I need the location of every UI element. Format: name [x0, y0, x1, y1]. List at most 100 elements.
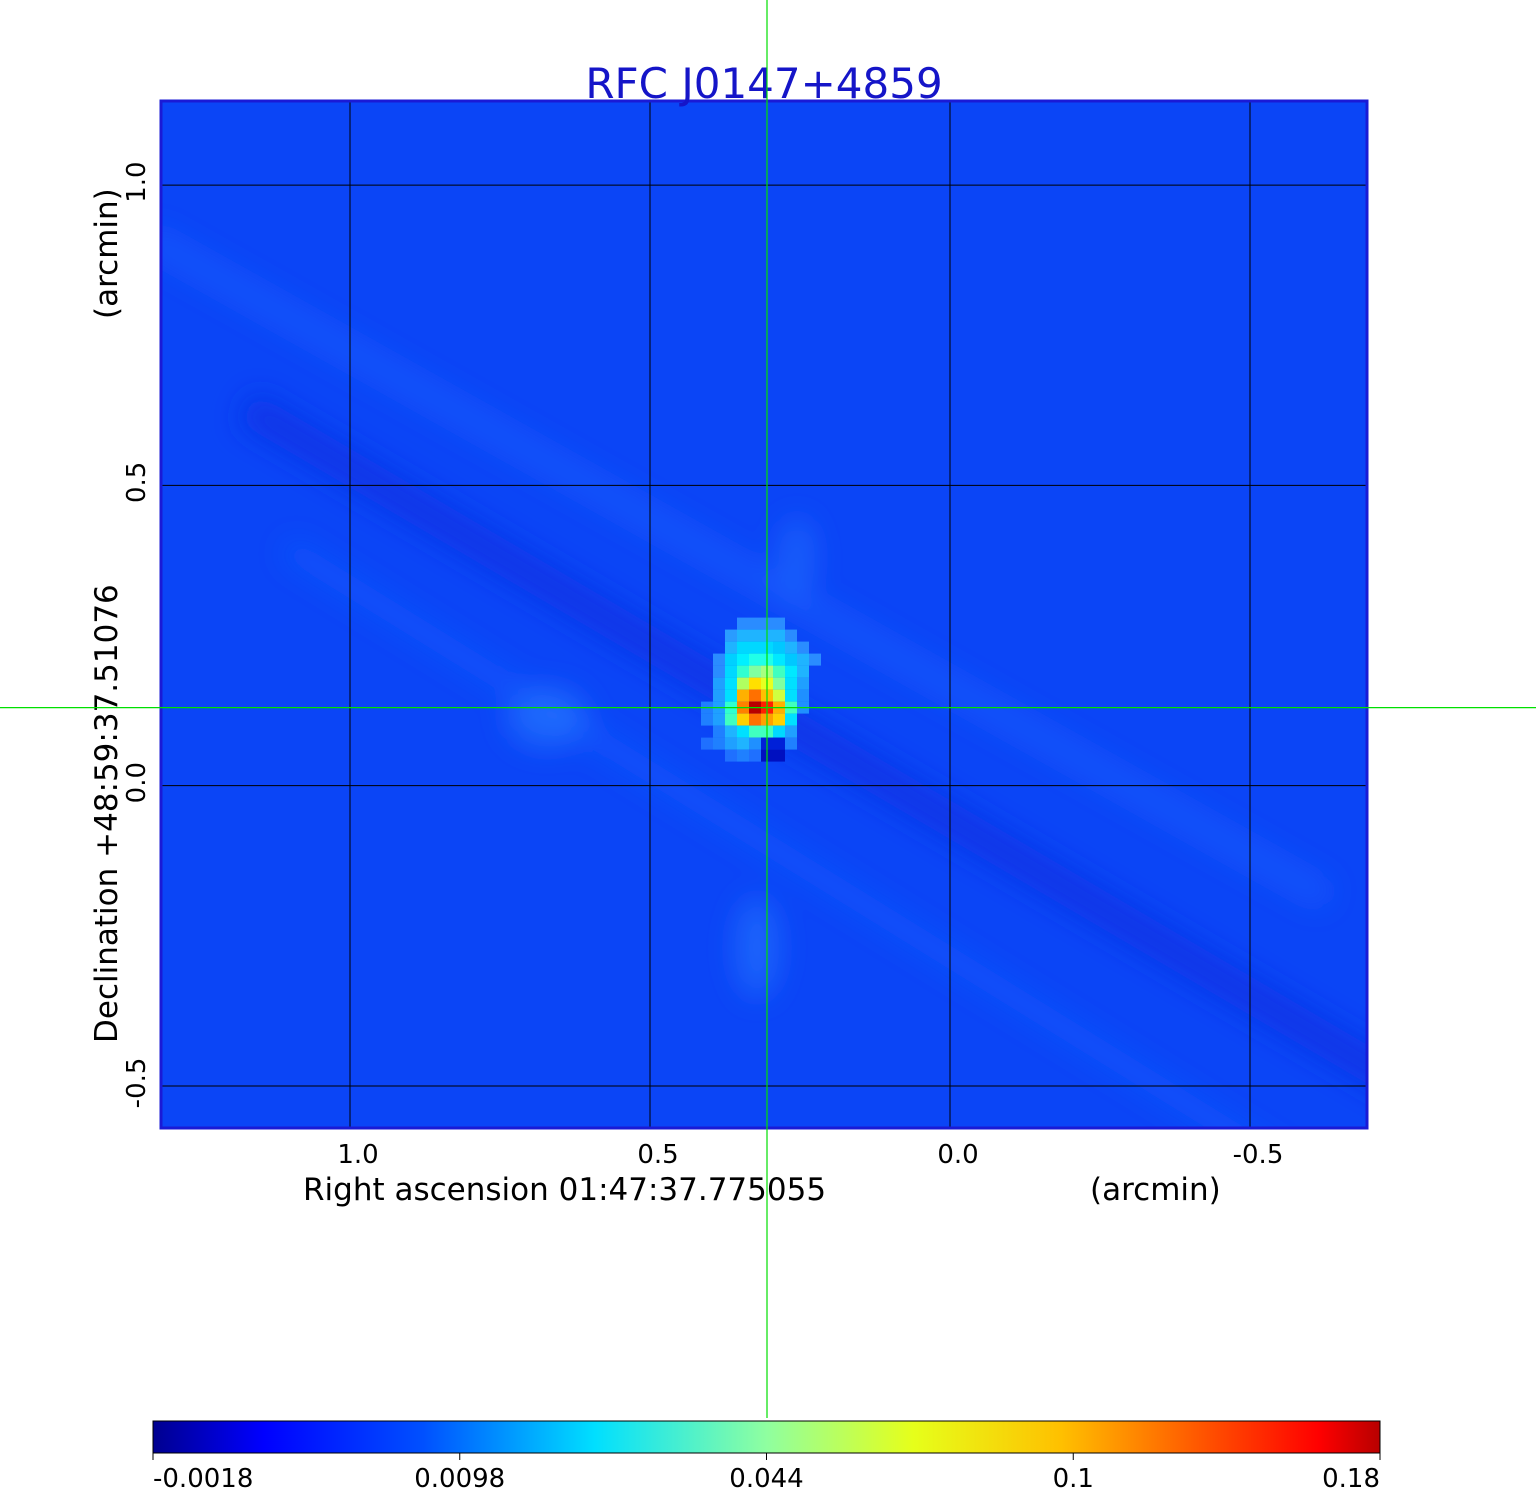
source-pixel [725, 689, 737, 702]
source-pixel [785, 665, 797, 678]
source-pixel [809, 653, 821, 666]
source-pixel [797, 677, 809, 690]
source-pixel [773, 617, 785, 630]
source-pixel [713, 725, 725, 738]
x-axis-label: Right ascension 01:47:37.775055 [303, 1172, 826, 1208]
source-pixel [773, 665, 785, 678]
source-pixel [737, 677, 749, 690]
source-pixel [713, 737, 725, 750]
sidelobe-blob [779, 517, 815, 598]
source-pixel [749, 653, 761, 666]
source-pixel [713, 677, 725, 690]
x-tick-label: 1.0 [337, 1140, 378, 1170]
source-pixel [785, 653, 797, 666]
source-pixel [785, 713, 797, 726]
source-pixel [701, 737, 713, 750]
y-tick-label: -0.5 [122, 1058, 152, 1109]
sidelobe-dark-streak [238, 392, 1367, 1084]
source-pixel [737, 689, 749, 702]
y-tick-labels: 1.0 0.5 0.0 -0.5 [122, 161, 152, 1108]
source-pixel [773, 725, 785, 738]
source-pixel [749, 629, 761, 642]
source-pixel [797, 653, 809, 666]
source-pixel [749, 665, 761, 678]
sidelobe-blob [735, 897, 779, 998]
source-pixel [785, 677, 797, 690]
source-pixel [725, 713, 737, 726]
source-pixel [725, 629, 737, 642]
source-pixel [713, 653, 725, 666]
sidelobe-light-streak [281, 538, 1247, 1128]
y-tick-label: 0.5 [122, 462, 152, 503]
source-pixel [797, 641, 809, 654]
colorbar-tick-label: 0.0098 [414, 1464, 505, 1494]
flux-image [161, 101, 1367, 1128]
colorbar [152, 1420, 1381, 1454]
source-pixel [725, 677, 737, 690]
sidelobe-blob [507, 687, 587, 748]
source-pixel [773, 689, 785, 702]
source-pixel [713, 689, 725, 702]
source-pixel [713, 665, 725, 678]
source-pixel [713, 713, 725, 726]
source-pixel [773, 749, 785, 762]
source-pixel [749, 713, 761, 726]
source-pixel [773, 629, 785, 642]
source-pixel [749, 641, 761, 654]
colorbar-tick-label: 0.044 [729, 1464, 803, 1494]
y-tick-label: 1.0 [122, 161, 152, 202]
source-pixel [737, 713, 749, 726]
chart-title: RFC J0147+4859 [585, 59, 942, 108]
source-pixel [725, 653, 737, 666]
coordinate-grid [161, 101, 1367, 1128]
colorbar-tick-labels: -0.0018 0.0098 0.044 0.1 0.18 [152, 1453, 1381, 1494]
source-pixel [749, 617, 761, 630]
sidelobe-streaks [161, 230, 1367, 1128]
source-pixel [725, 749, 737, 762]
x-tick-label: 0.0 [937, 1140, 978, 1170]
source-pixel [773, 713, 785, 726]
source-pixel [737, 653, 749, 666]
source-pixel [725, 725, 737, 738]
source-pixel [773, 677, 785, 690]
colorbar-tick-label: -0.0018 [153, 1464, 253, 1494]
x-tick-labels: 1.0 0.5 0.0 -0.5 [337, 1140, 1283, 1170]
y-tick-label: 0.0 [122, 762, 152, 803]
source-pixel [725, 665, 737, 678]
source-pixel [785, 689, 797, 702]
y-axis-label: Declination +48:59:37.51076 [89, 584, 125, 1043]
source-pixel [749, 677, 761, 690]
x-axis-unit-label: (arcmin) [1090, 1172, 1221, 1208]
source-pixel [749, 737, 761, 750]
source-pixel [737, 629, 749, 642]
source-pixel [785, 641, 797, 654]
source-pixel [749, 689, 761, 702]
source-pixel [797, 689, 809, 702]
colorbar-tick-label: 0.18 [1322, 1464, 1380, 1494]
source-pixel [785, 629, 797, 642]
crosshair [0, 0, 1536, 1418]
sidelobe-light-streak [161, 230, 1334, 909]
colorbar-tick-label: 0.1 [1053, 1464, 1094, 1494]
plot-frame [159, 99, 1369, 1130]
source-pixel [749, 725, 761, 738]
source-pixel [737, 617, 749, 630]
y-axis-unit-label: (arcmin) [89, 188, 125, 319]
source-pixel [773, 737, 785, 750]
source-pixel [773, 641, 785, 654]
source-pixel [773, 653, 785, 666]
source-pixel [737, 641, 749, 654]
source-pixel [725, 737, 737, 750]
x-tick-label: -0.5 [1233, 1140, 1284, 1170]
source-pixel [785, 737, 797, 750]
source-pixel [737, 665, 749, 678]
source-pixel [737, 725, 749, 738]
source-pixel [797, 665, 809, 678]
x-tick-label: 0.5 [637, 1140, 678, 1170]
source-pixel [737, 749, 749, 762]
source-pixel [749, 749, 761, 762]
source-pixel [737, 737, 749, 750]
source-pixel [701, 713, 713, 726]
source-pixel [785, 725, 797, 738]
